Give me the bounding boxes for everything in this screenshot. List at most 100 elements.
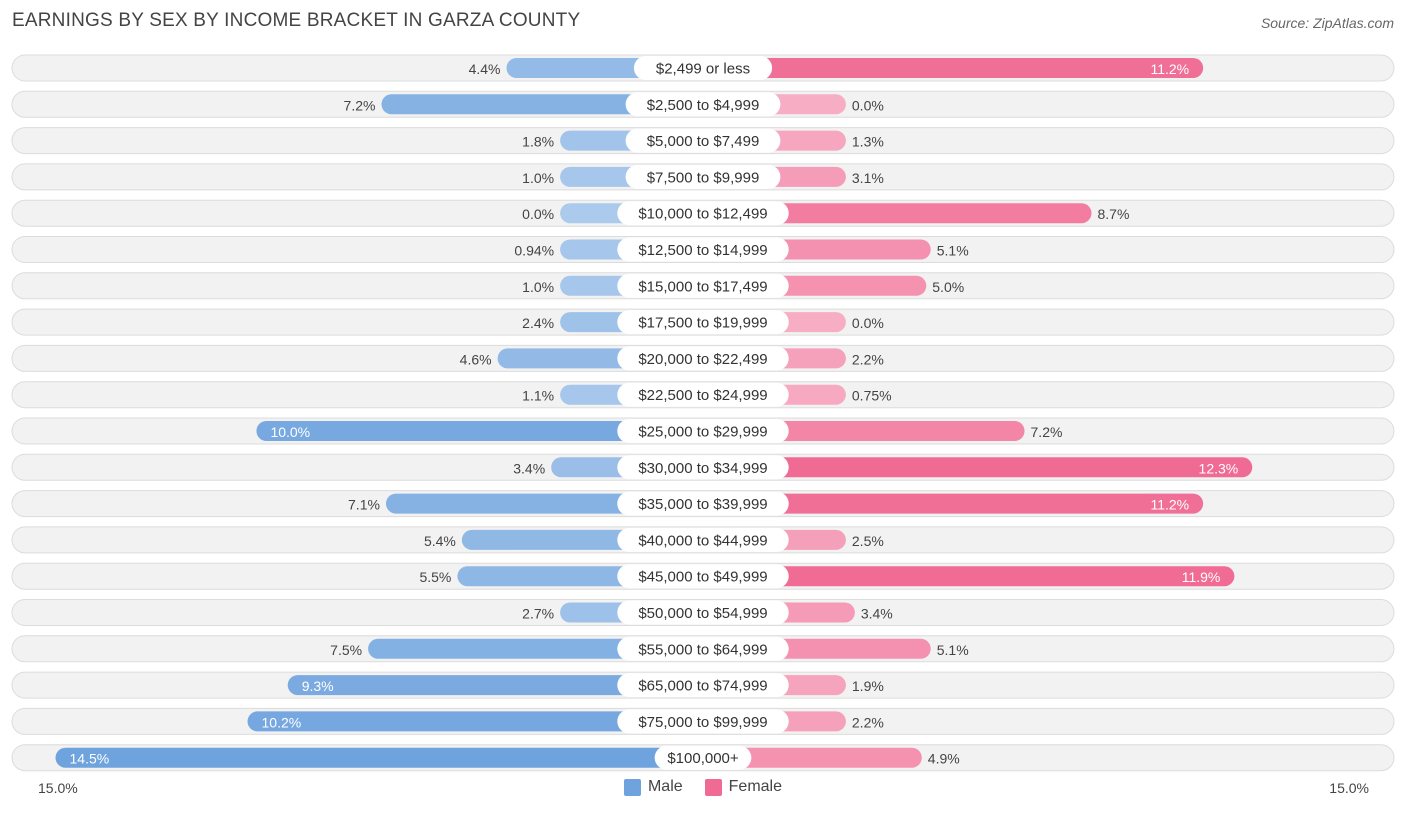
category-label: $50,000 to $54,999 [638,605,767,622]
male-value-label: 7.5% [330,642,362,658]
category-label: $100,000+ [667,750,739,767]
male-value-label: 4.6% [460,351,492,367]
male-value-label: 5.5% [419,569,451,585]
female-value-label: 2.2% [852,351,884,367]
legend-swatch-female [704,778,722,796]
male-value-label: 7.1% [348,497,380,513]
category-label: $7,500 to $9,999 [647,169,760,186]
male-bar [55,747,703,768]
category-label-pill [617,237,789,262]
category-label-pill [617,382,789,407]
male-value-label: 1.0% [522,279,554,295]
legend-label-male: Male [647,778,683,795]
category-label: $75,000 to $99,999 [638,714,767,731]
male-value-label: 3.4% [513,460,545,476]
category-label-pill [617,673,789,698]
category-label-pill [633,56,773,80]
category-label-pill [617,564,789,589]
category-label: $22,500 to $24,999 [638,387,767,404]
male-value-label: 1.1% [522,388,554,404]
axis-left-label: 15.0% [38,780,78,796]
female-value-label: 2.2% [852,714,884,730]
category-label-pill [617,527,789,552]
category-label: $17,500 to $19,999 [638,315,767,332]
male-value-label: 2.7% [522,606,554,622]
female-bar [703,457,1253,478]
legend-label-female: Female [728,778,783,795]
category-label: $2,500 to $4,999 [647,97,760,114]
category-label: $20,000 to $22,499 [638,351,767,368]
female-value-label: 1.9% [852,678,884,694]
male-value-label: 0.94% [514,243,554,259]
female-value-label: 2.5% [852,533,884,549]
female-value-label: 0.0% [852,97,884,113]
female-value-label: 12.3% [1199,460,1239,476]
category-label-pill [617,201,789,226]
category-label-pill [617,709,789,734]
male-value-label: 4.4% [469,61,501,77]
female-value-label: 3.1% [852,170,884,186]
male-value-label: 1.0% [522,170,554,186]
female-value-label: 3.4% [861,606,893,622]
category-label-pill [617,491,789,516]
male-value-label: 2.4% [522,315,554,331]
female-value-label: 8.7% [1097,206,1129,222]
category-label: $5,000 to $7,499 [647,133,760,150]
female-value-label: 7.2% [1031,424,1063,440]
male-value-label: 9.3% [302,678,334,694]
category-label-pill [617,273,789,298]
female-value-label: 4.9% [928,751,960,767]
female-value-label: 5.1% [937,243,969,259]
male-value-label: 10.0% [270,424,310,440]
female-bar [703,58,1204,78]
category-label: $30,000 to $34,999 [638,460,767,477]
category-label: $55,000 to $64,999 [638,641,767,658]
legend-swatch-male [623,778,641,796]
male-bar [381,94,703,115]
male-value-label: 7.2% [344,97,376,113]
legend-item-female: Female [704,778,783,796]
male-value-label: 0.0% [522,206,554,222]
male-bar [287,675,703,696]
male-value-label: 5.4% [424,533,456,549]
category-label-pill [617,310,789,335]
female-value-label: 1.3% [852,134,884,150]
female-value-label: 11.9% [1182,569,1221,585]
category-label-pill [654,745,752,770]
category-label: $2,499 or less [656,61,750,78]
male-value-label: 14.5% [70,751,110,767]
male-value-label: 1.8% [522,134,554,150]
category-label-pill [617,419,789,443]
category-label: $65,000 to $74,999 [638,678,767,695]
chart-title: EARNINGS BY SEX BY INCOME BRACKET IN GAR… [12,10,581,31]
female-value-label: 5.1% [937,642,969,658]
source-credit: Source: ZipAtlas.com [1260,15,1394,31]
male-bar [247,711,704,732]
female-bar [703,203,1092,224]
female-value-label: 11.2% [1150,61,1189,77]
female-value-label: 5.0% [932,279,964,295]
category-label-pill [617,346,789,371]
category-label: $10,000 to $12,499 [638,206,767,223]
female-bar [703,493,1204,514]
female-bar [703,747,922,768]
legend: Male Female [0,778,1406,796]
female-bar [703,566,1235,587]
category-label: $45,000 to $49,999 [638,569,767,586]
legend-item-male: Male [623,778,683,796]
category-label: $25,000 to $29,999 [638,424,767,441]
category-label-pill [625,128,781,153]
category-label: $15,000 to $17,499 [638,278,767,295]
category-label-pill [617,455,789,480]
category-label: $12,500 to $14,999 [638,242,767,259]
axis-right-label: 15.0% [1329,780,1369,796]
female-value-label: 11.2% [1150,497,1189,513]
category-label-pill [625,92,781,117]
male-bar [256,421,703,441]
category-label-pill [617,636,789,661]
female-value-label: 0.75% [852,388,892,404]
category-label-pill [617,600,789,625]
male-value-label: 10.2% [262,714,302,730]
category-label-pill [625,164,781,189]
